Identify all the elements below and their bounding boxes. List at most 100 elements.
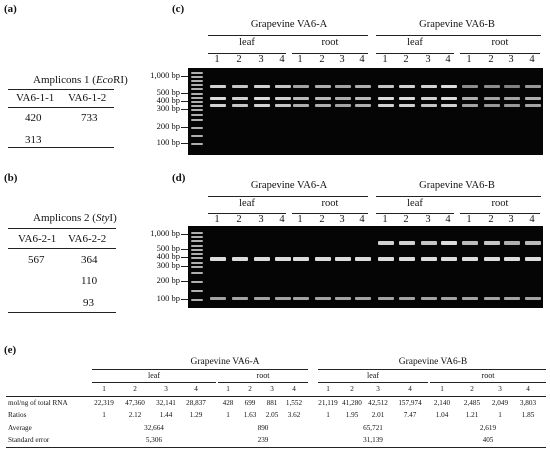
gel-band: [421, 97, 437, 100]
gel-band: [232, 257, 248, 261]
lane-number: 3: [498, 385, 502, 393]
tissue-header-leaf: leaf: [407, 37, 423, 48]
gel-band: [191, 240, 203, 242]
gel-band: [293, 257, 309, 261]
lane-number: 4: [445, 54, 451, 65]
gel-band: [525, 257, 541, 261]
gel-band: [335, 257, 351, 261]
table-rule: [8, 248, 116, 249]
size-marker-label: 100 bp: [156, 293, 180, 303]
lane-number: 3: [425, 54, 431, 65]
gel-band: [315, 257, 331, 261]
mol-value: 22,319: [94, 399, 114, 407]
gel-band: [275, 97, 291, 100]
gel-band: [355, 104, 371, 107]
lane-number: 2: [133, 385, 137, 393]
gel-band: [441, 104, 457, 107]
size-marker-label: 300 bp: [156, 103, 180, 113]
tissue-rule: [318, 382, 428, 383]
ratio-value: 1: [498, 411, 502, 419]
mol-value: 2,485: [463, 399, 481, 407]
tissue-rule: [292, 213, 368, 214]
stderr-value: 5,306: [145, 436, 163, 444]
gel-band: [399, 97, 415, 100]
lane-number: 1: [102, 385, 106, 393]
gel-band: [355, 97, 371, 100]
gel-band: [462, 104, 478, 107]
gel-band: [378, 297, 394, 300]
gel-band: [504, 257, 520, 261]
ratio-value: 2.01: [371, 411, 385, 419]
tissue-header-root: root: [321, 198, 339, 209]
tissue-rule: [218, 382, 308, 383]
lane-number: 3: [258, 214, 264, 225]
gel-band: [191, 114, 203, 116]
gel-band: [462, 85, 478, 88]
tissue-header-leaf: leaf: [367, 371, 379, 380]
table-rule: [8, 147, 114, 148]
lane-number: 3: [425, 214, 431, 225]
panel-label-d: (d): [172, 172, 186, 184]
row-label-mol: mol/ng of total RNA: [8, 399, 68, 407]
tissue-rule: [292, 53, 368, 54]
table-rule: [8, 89, 114, 90]
tissue-header-root: root: [321, 37, 339, 48]
table-cell: 110: [81, 275, 98, 287]
gel-image: [188, 68, 543, 155]
gel-band: [191, 266, 203, 268]
size-marker-label: 1,000 bp: [150, 228, 180, 238]
lane-number: 4: [529, 214, 535, 225]
gel-band: [462, 257, 478, 261]
size-marker-label: 200 bp: [156, 275, 180, 285]
group-rule: [318, 369, 546, 370]
gel-band: [378, 97, 394, 100]
table-rule: [8, 107, 114, 108]
group-rule: [376, 196, 541, 197]
lane-number: 2: [403, 214, 409, 225]
gel-band: [315, 97, 331, 100]
lane-number: 3: [164, 385, 168, 393]
size-marker-tick: [181, 249, 188, 250]
mol-value: 41,280: [342, 399, 362, 407]
table-rule: [8, 228, 116, 229]
size-marker-tick: [181, 281, 188, 282]
stderr-value: 31,139: [363, 436, 383, 444]
gel-band: [378, 85, 394, 88]
lane-number: 2: [470, 385, 474, 393]
lane-number: 2: [488, 54, 494, 65]
gel-band: [525, 104, 541, 107]
gel-band: [504, 85, 520, 88]
gel-band: [315, 297, 331, 300]
gel-band: [441, 97, 457, 100]
ratio-value: 2.12: [128, 411, 142, 419]
size-marker-tick: [181, 101, 188, 102]
mol-value: 881: [266, 399, 278, 407]
gel-band: [210, 85, 226, 88]
gel-band: [421, 85, 437, 88]
lane-number: 3: [270, 385, 274, 393]
gel-band: [399, 85, 415, 88]
size-marker-label: 200 bp: [156, 121, 180, 131]
gel-band: [232, 85, 248, 88]
size-marker-tick: [181, 266, 188, 267]
tissue-rule: [430, 382, 546, 383]
mol-value: 2,049: [491, 399, 509, 407]
gel-band: [525, 241, 541, 245]
mol-value: 157,974: [398, 399, 422, 407]
gel-band: [484, 257, 500, 261]
gel-image: [188, 226, 543, 308]
col-header-va6-2-2: VA6-2-2: [68, 233, 107, 245]
lane-number: 4: [292, 385, 296, 393]
lane-number: 2: [319, 214, 325, 225]
ratio-value: 1: [326, 411, 330, 419]
gel-band: [504, 297, 520, 300]
lane-number: 4: [279, 214, 285, 225]
mol-value: 21,119: [318, 399, 338, 407]
panel-label-a: (a): [4, 3, 17, 15]
row-label-stderr: Standard error: [8, 436, 50, 444]
tissue-header-root: root: [491, 37, 509, 48]
ratio-value: 1.29: [189, 411, 203, 419]
gel-band: [254, 104, 270, 107]
size-marker-label: 400 bp: [156, 95, 180, 105]
size-marker-label: 100 bp: [156, 137, 180, 147]
